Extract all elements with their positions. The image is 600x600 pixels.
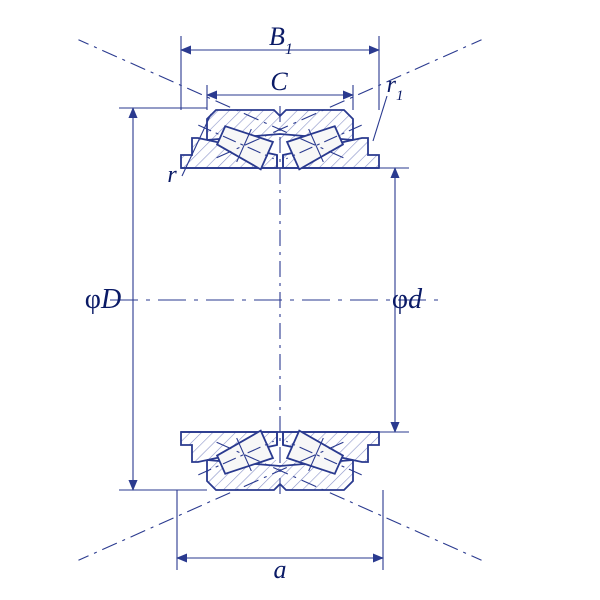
bearing-cross-section-diagram: B1 Cr r1 φD φd a	[0, 0, 600, 600]
label-r1: r1	[387, 72, 404, 104]
label-phid: φd	[392, 284, 423, 315]
label-B1: B1	[269, 22, 293, 58]
label-a: a	[274, 555, 287, 584]
label-C: C	[270, 67, 288, 96]
label-phiD: φD	[85, 284, 121, 315]
label-r: r	[167, 162, 177, 188]
